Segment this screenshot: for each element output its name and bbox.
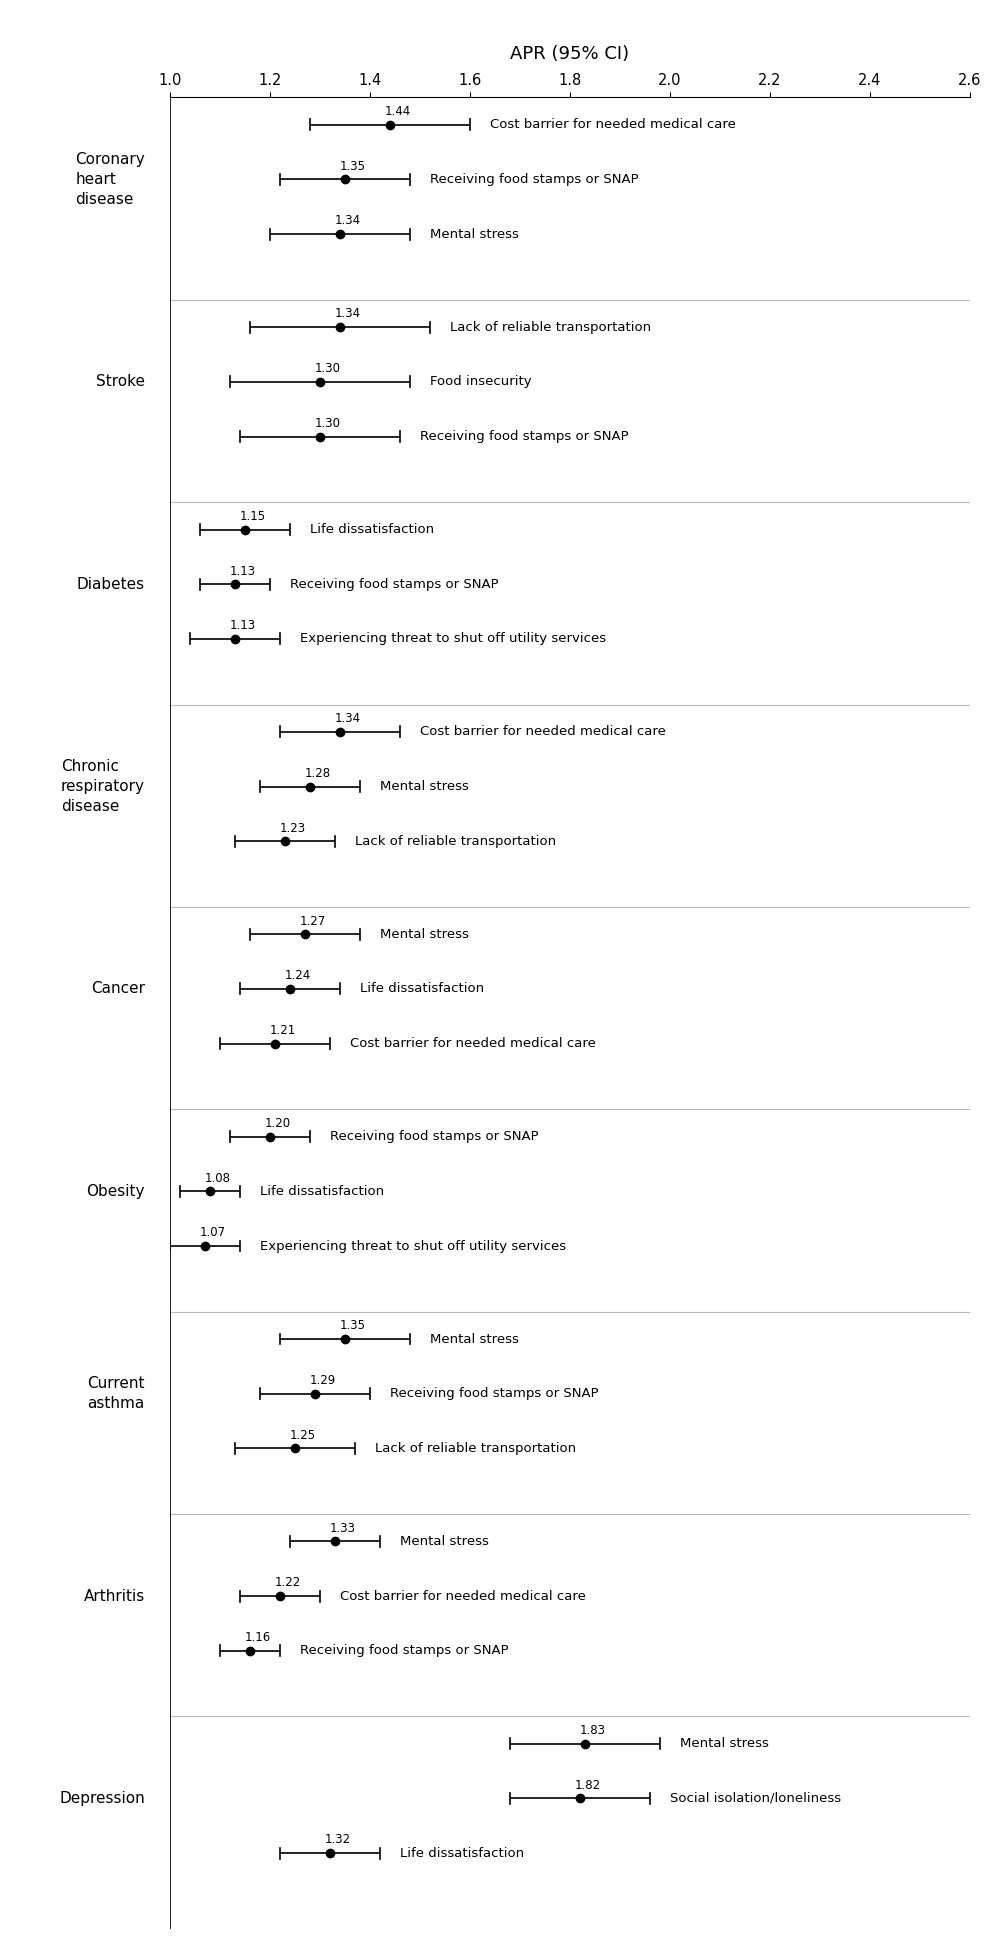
Text: 1.15: 1.15 [240, 510, 266, 522]
Text: Mental stress: Mental stress [680, 1738, 769, 1749]
Text: Experiencing threat to shut off utility services: Experiencing threat to shut off utility … [300, 633, 606, 645]
Text: Mental stress: Mental stress [400, 1535, 489, 1549]
Text: 1.29: 1.29 [310, 1373, 336, 1387]
Text: Mental stress: Mental stress [430, 1332, 519, 1346]
Text: Receiving food stamps or SNAP: Receiving food stamps or SNAP [330, 1130, 539, 1143]
Text: 1.82: 1.82 [575, 1779, 601, 1792]
Text: Mental stress: Mental stress [380, 927, 469, 941]
Text: 1.22: 1.22 [275, 1576, 301, 1590]
Text: 1.34: 1.34 [335, 713, 361, 725]
Text: Receiving food stamps or SNAP: Receiving food stamps or SNAP [300, 1644, 509, 1658]
Text: 1.24: 1.24 [285, 970, 311, 982]
Text: 1.34: 1.34 [335, 214, 361, 228]
Text: Coronary
heart
disease: Coronary heart disease [75, 152, 145, 206]
Text: Experiencing threat to shut off utility services: Experiencing threat to shut off utility … [260, 1239, 566, 1253]
Text: 1.16: 1.16 [245, 1630, 271, 1644]
Text: 1.27: 1.27 [300, 914, 326, 927]
Text: Social isolation/loneliness: Social isolation/loneliness [670, 1792, 841, 1806]
Text: Cancer: Cancer [91, 982, 145, 997]
Text: 1.28: 1.28 [305, 768, 331, 779]
Text: 1.33: 1.33 [330, 1521, 356, 1535]
Text: Receiving food stamps or SNAP: Receiving food stamps or SNAP [390, 1387, 599, 1401]
Text: Lack of reliable transportation: Lack of reliable transportation [375, 1442, 576, 1455]
Text: 1.44: 1.44 [385, 105, 411, 119]
Text: 1.13: 1.13 [230, 565, 256, 577]
Text: 1.30: 1.30 [315, 362, 341, 376]
Text: Receiving food stamps or SNAP: Receiving food stamps or SNAP [290, 579, 499, 590]
Text: Cost barrier for needed medical care: Cost barrier for needed medical care [420, 725, 666, 738]
Text: Depression: Depression [59, 1790, 145, 1806]
Text: Arthritis: Arthritis [84, 1588, 145, 1603]
Text: Current
asthma: Current asthma [88, 1377, 145, 1410]
Text: 1.21: 1.21 [270, 1025, 296, 1036]
Text: Lack of reliable transportation: Lack of reliable transportation [450, 321, 651, 333]
Text: Receiving food stamps or SNAP: Receiving food stamps or SNAP [430, 173, 639, 185]
Text: Life dissatisfaction: Life dissatisfaction [400, 1847, 524, 1860]
Text: 1.35: 1.35 [340, 1319, 366, 1332]
Text: Lack of reliable transportation: Lack of reliable transportation [355, 836, 556, 847]
Text: 1.07: 1.07 [200, 1227, 226, 1239]
Text: 1.23: 1.23 [280, 822, 306, 834]
Text: 1.34: 1.34 [335, 308, 361, 319]
Text: Life dissatisfaction: Life dissatisfaction [360, 982, 484, 995]
Text: Diabetes: Diabetes [77, 577, 145, 592]
Text: 1.25: 1.25 [290, 1428, 316, 1442]
Text: Cost barrier for needed medical care: Cost barrier for needed medical care [490, 119, 736, 131]
Text: Obesity: Obesity [87, 1184, 145, 1198]
Text: Chronic
respiratory
disease: Chronic respiratory disease [61, 760, 145, 814]
Text: Cost barrier for needed medical care: Cost barrier for needed medical care [350, 1036, 596, 1050]
Text: Life dissatisfaction: Life dissatisfaction [260, 1184, 384, 1198]
Text: 1.13: 1.13 [230, 619, 256, 633]
Text: Receiving food stamps or SNAP: Receiving food stamps or SNAP [420, 431, 629, 442]
Text: 1.35: 1.35 [340, 160, 366, 173]
Text: 1.32: 1.32 [325, 1833, 351, 1847]
Text: 1.08: 1.08 [205, 1171, 231, 1184]
X-axis label: APR (95% CI): APR (95% CI) [510, 45, 630, 62]
Text: Mental stress: Mental stress [380, 779, 469, 793]
Text: 1.30: 1.30 [315, 417, 341, 431]
Text: Cost barrier for needed medical care: Cost barrier for needed medical care [340, 1590, 586, 1603]
Text: 1.83: 1.83 [580, 1724, 606, 1738]
Text: Stroke: Stroke [96, 374, 145, 390]
Text: Life dissatisfaction: Life dissatisfaction [310, 522, 434, 536]
Text: Food insecurity: Food insecurity [430, 376, 532, 388]
Text: Mental stress: Mental stress [430, 228, 519, 242]
Text: 1.20: 1.20 [265, 1116, 291, 1130]
